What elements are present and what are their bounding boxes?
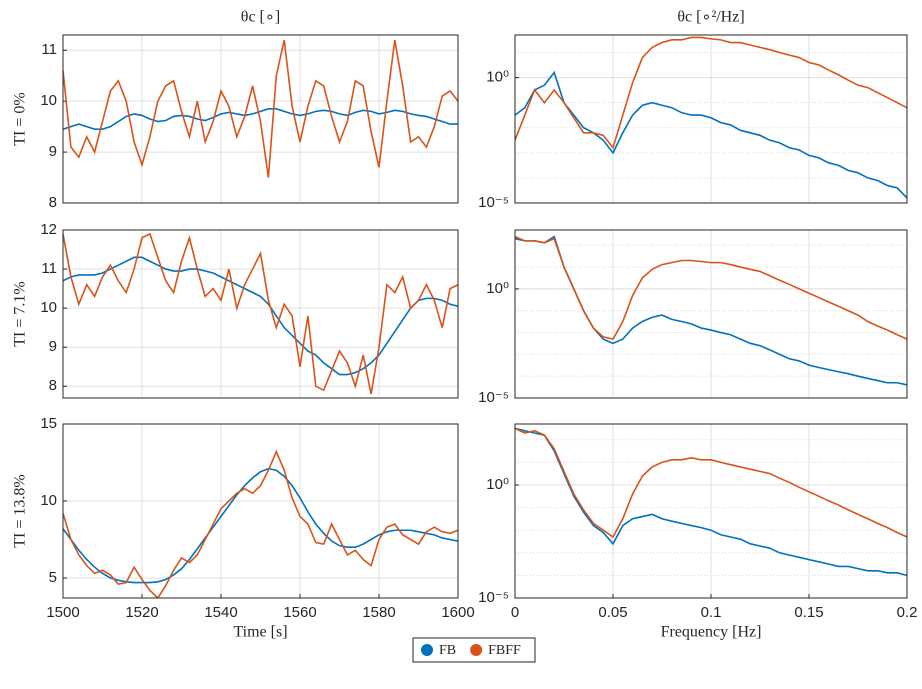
series-line: [515, 235, 907, 341]
y-tick-label: 5: [49, 569, 57, 586]
series-line: [63, 449, 458, 598]
y-tick-label: 15: [40, 415, 57, 432]
series-line: [515, 70, 907, 199]
x-tick-label: 1580: [362, 604, 395, 621]
x-tick-label: 1600: [441, 604, 474, 621]
y-tick-label: 9: [49, 143, 57, 160]
series-line: [63, 39, 458, 178]
x-axis-label: Frequency [Hz]: [661, 624, 762, 641]
panel: 10⁻⁵ 10⁰ θc [∘²/Hz]: [478, 9, 908, 211]
axes-box: [62, 423, 459, 599]
y-tick-label: 8: [49, 377, 57, 394]
y-tick-label: 8: [49, 194, 57, 211]
series-line: [515, 36, 907, 150]
axes-box: [514, 229, 908, 399]
series-line: [63, 256, 458, 376]
x-axis-label: Time [s]: [233, 624, 287, 641]
x-tick-label: 0.15: [794, 604, 823, 621]
axes-box: [514, 423, 908, 599]
panel-title: θc [∘²/Hz]: [677, 9, 744, 26]
y-axis-label: TI = 13.8%: [12, 474, 29, 547]
x-tick-label: 0: [511, 604, 519, 621]
y-tick-label: 10: [40, 92, 57, 109]
y-tick-label: 10⁰: [486, 280, 509, 297]
axes-box: [62, 34, 459, 204]
y-tick-label: 12: [40, 221, 57, 238]
y-tick-label: 10⁰: [486, 476, 509, 493]
axes-box: [62, 229, 459, 399]
x-tick-label: 1540: [204, 604, 237, 621]
x-tick-label: 1560: [283, 604, 316, 621]
x-tick-label: 0.05: [598, 604, 627, 621]
y-axis-label: TI = 7.1%: [12, 281, 29, 346]
y-tick-label: 10⁻⁵: [478, 589, 509, 606]
panel: 1500 1520 1540 1560 1580 1600 5 10 15 Time [s] TI …: [12, 415, 475, 641]
y-axis-label: TI = 0%: [12, 92, 29, 145]
series-line: [515, 427, 907, 539]
panel: 8 9 10 11 θc [∘] TI = 0%: [12, 9, 459, 211]
legend-marker: [421, 644, 433, 656]
y-tick-label: 10: [40, 299, 57, 316]
plot-area: [63, 424, 458, 598]
panel: 10⁻⁵ 10⁰: [478, 229, 908, 406]
y-tick-label: 10⁻⁵: [478, 194, 509, 211]
x-tick-label: 0.2: [897, 604, 918, 621]
panel-title: θc [∘]: [241, 9, 280, 26]
y-tick-label: 11: [41, 260, 57, 277]
series-line: [515, 427, 907, 577]
x-tick-label: 0.1: [701, 604, 722, 621]
y-tick-label: 10⁰: [486, 69, 509, 86]
y-tick-label: 9: [49, 338, 57, 355]
x-tick-label: 1500: [46, 604, 79, 621]
series-line: [63, 232, 458, 395]
y-tick-label: 11: [41, 41, 57, 58]
y-tick-label: 10: [40, 492, 57, 509]
legend-label: FBFF: [488, 643, 521, 658]
legend-marker: [470, 644, 483, 656]
legend: FB FBFF: [412, 637, 536, 663]
x-tick-label: 1520: [125, 604, 158, 621]
y-tick-label: 10⁻⁵: [478, 389, 509, 406]
axes-box: [514, 34, 908, 204]
series-line: [63, 467, 458, 584]
panel: 0 0.05 0.1 0.15 0.2 10⁻⁵ 10⁰ Frequency [Hz]: [478, 423, 918, 641]
legend-label: FB: [439, 643, 456, 658]
panel: 8 9 10 11 12 TI = 7.1%: [12, 221, 459, 399]
